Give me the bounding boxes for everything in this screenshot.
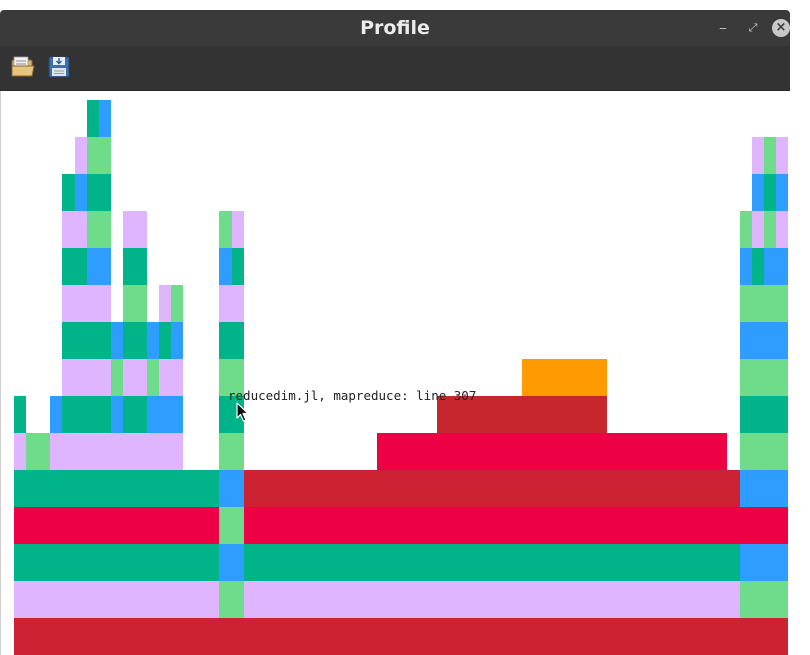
- open-button[interactable]: [10, 54, 36, 80]
- flame-frame-block[interactable]: [14, 433, 26, 470]
- flame-frame-block[interactable]: [232, 248, 244, 285]
- flame-frame-block[interactable]: [14, 581, 219, 618]
- flame-frame-block[interactable]: [87, 211, 111, 248]
- window-title: Profile: [360, 17, 430, 39]
- flame-frame-block[interactable]: [219, 544, 244, 581]
- flame-frame-block[interactable]: [219, 581, 244, 618]
- flame-frame-block[interactable]: [62, 359, 111, 396]
- flame-frame-block[interactable]: [377, 433, 727, 470]
- close-button[interactable]: ×: [772, 19, 790, 37]
- flame-frame-block[interactable]: [764, 211, 776, 248]
- flame-frame-block[interactable]: [219, 507, 244, 544]
- flame-frame-block[interactable]: [740, 211, 752, 248]
- flame-frame-block[interactable]: [752, 137, 764, 174]
- flame-frame-block[interactable]: [244, 470, 740, 507]
- flame-frame-block[interactable]: [244, 507, 740, 544]
- flame-frame-block[interactable]: [740, 507, 788, 544]
- flame-frame-block[interactable]: [752, 211, 764, 248]
- flame-frame-block[interactable]: [776, 174, 788, 211]
- flame-frame-block[interactable]: [219, 433, 244, 470]
- folder-open-icon: [11, 56, 35, 77]
- flame-frame-block[interactable]: [111, 322, 123, 359]
- flame-frame-block[interactable]: [123, 396, 147, 433]
- flame-frame-block[interactable]: [219, 359, 244, 396]
- flame-frame-block[interactable]: [14, 618, 788, 655]
- flame-frame-block[interactable]: [87, 174, 111, 211]
- flame-frame-block[interactable]: [740, 433, 788, 470]
- flame-frame-block[interactable]: [776, 211, 788, 248]
- flame-frame-block[interactable]: [147, 322, 159, 359]
- flame-frame-block[interactable]: [50, 396, 62, 433]
- flame-frame-block[interactable]: [740, 581, 788, 618]
- flame-frame-block[interactable]: [62, 211, 87, 248]
- save-icon: [48, 56, 70, 78]
- flame-frame-block[interactable]: [26, 433, 50, 470]
- flame-frame-block[interactable]: [159, 285, 171, 322]
- flame-frame-block[interactable]: [62, 174, 75, 211]
- toolbar: [0, 46, 790, 91]
- flame-frame-block[interactable]: [75, 137, 87, 174]
- flame-frame-block[interactable]: [219, 211, 232, 248]
- flame-frame-block[interactable]: [123, 285, 147, 322]
- flame-frame-block[interactable]: [522, 359, 607, 396]
- flame-frame-block[interactable]: [740, 285, 788, 322]
- flame-frame-block[interactable]: [14, 396, 26, 433]
- flame-frame-block[interactable]: [740, 544, 788, 581]
- flame-frame-block[interactable]: [62, 322, 111, 359]
- profile-window: Profile ‒ ⤢ ×: [0, 10, 790, 655]
- flame-frame-block[interactable]: [740, 248, 752, 285]
- flame-frame-block[interactable]: [740, 359, 788, 396]
- flame-frame-block[interactable]: [219, 470, 244, 507]
- flamegraph-canvas[interactable]: reducedim.jl, mapreduce: line 307: [0, 91, 790, 655]
- flame-frame-block[interactable]: [776, 137, 788, 174]
- maximize-button[interactable]: ⤢: [748, 21, 758, 34]
- flame-frame-block[interactable]: [123, 248, 147, 285]
- flame-frame-block[interactable]: [219, 285, 244, 322]
- flame-frame-block[interactable]: [171, 285, 183, 322]
- flame-frame-block[interactable]: [764, 174, 776, 211]
- flame-frame-block[interactable]: [123, 359, 147, 396]
- flame-frame-block[interactable]: [123, 322, 147, 359]
- flame-frame-block[interactable]: [232, 211, 244, 248]
- flame-frame-block[interactable]: [740, 322, 788, 359]
- flame-frame-block[interactable]: [244, 544, 740, 581]
- flame-frame-block[interactable]: [87, 100, 99, 137]
- flame-frame-block[interactable]: [123, 211, 147, 248]
- flame-frame-block[interactable]: [14, 544, 219, 581]
- flame-frame-block[interactable]: [437, 396, 607, 433]
- flame-frame-block[interactable]: [111, 396, 123, 433]
- flame-frame-block[interactable]: [99, 100, 111, 137]
- flame-frame-block[interactable]: [159, 359, 183, 396]
- flame-frame-block[interactable]: [14, 507, 219, 544]
- flame-frame-block[interactable]: [752, 174, 764, 211]
- flame-frame-block[interactable]: [87, 137, 111, 174]
- flame-frame-block[interactable]: [62, 285, 111, 322]
- flame-frame-block[interactable]: [75, 174, 87, 211]
- flame-frame-block[interactable]: [159, 322, 171, 359]
- flame-frame-block[interactable]: [147, 359, 159, 396]
- flamegraph[interactable]: [1, 91, 791, 655]
- flame-frame-block[interactable]: [764, 248, 788, 285]
- flame-frame-block[interactable]: [219, 322, 244, 359]
- flame-frame-block[interactable]: [171, 322, 183, 359]
- flame-frame-block[interactable]: [764, 137, 776, 174]
- flame-frame-block[interactable]: [50, 433, 183, 470]
- minimize-button[interactable]: ‒: [719, 21, 727, 35]
- flame-frame-block[interactable]: [752, 248, 764, 285]
- flame-frame-block[interactable]: [740, 470, 788, 507]
- save-button[interactable]: [46, 54, 72, 80]
- flame-frame-block[interactable]: [111, 359, 123, 396]
- flame-frame-block[interactable]: [219, 248, 232, 285]
- flame-frame-block[interactable]: [219, 396, 244, 433]
- flame-frame-block[interactable]: [87, 248, 111, 285]
- flame-frame-block[interactable]: [62, 396, 111, 433]
- title-bar[interactable]: Profile ‒ ⤢ ×: [0, 10, 790, 46]
- flame-frame-block[interactable]: [14, 470, 219, 507]
- flame-frame-block[interactable]: [244, 581, 740, 618]
- flame-frame-block[interactable]: [62, 248, 87, 285]
- flame-frame-block[interactable]: [147, 396, 183, 433]
- flame-frame-block[interactable]: [740, 396, 788, 433]
